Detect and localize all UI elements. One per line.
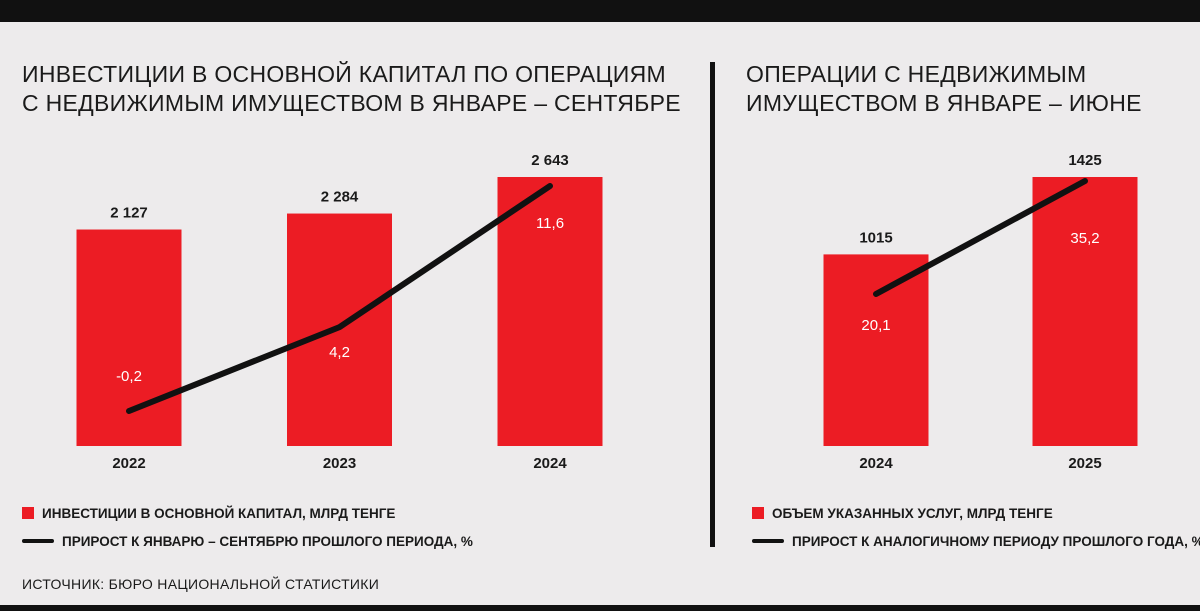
- bar: [1032, 177, 1138, 446]
- x-tick-label: 2023: [323, 455, 356, 472]
- bar-value-label: 2 127: [110, 205, 148, 222]
- line-value-label: -0,2: [116, 368, 142, 385]
- legend-bar-swatch: [22, 507, 34, 519]
- growth-line: [873, 178, 1088, 297]
- legend-line-swatch: [752, 539, 784, 543]
- x-tick-label: 2022: [112, 455, 145, 472]
- bar-value-label: 1425: [1068, 152, 1101, 169]
- legend-investments: ИНВЕСТИЦИИ В ОСНОВНОЙ КАПИТАЛ, МЛРД ТЕНГ…: [22, 504, 473, 560]
- legend-label: ПРИРОСТ К ЯНВАРЮ – СЕНТЯБРЮ ПРОШЛОГО ПЕР…: [62, 533, 473, 549]
- x-tick-label: 2024: [859, 455, 893, 472]
- bar-value-label: 2 643: [531, 152, 569, 169]
- line-value-label: 35,2: [1070, 230, 1099, 247]
- bar-value-label: 1015: [859, 229, 892, 246]
- bottom-bar: [0, 605, 1200, 611]
- chart-divider: [710, 62, 715, 547]
- legend-item-bar: ОБЪЕМ УКАЗАННЫХ УСЛУГ, МЛРД ТЕНГЕ: [752, 504, 1200, 522]
- top-bar: [0, 0, 1200, 22]
- x-tick-label: 2025: [1068, 455, 1101, 472]
- legend-label: ПРИРОСТ К АНАЛОГИЧНОМУ ПЕРИОДУ ПРОШЛОГО …: [792, 533, 1200, 549]
- legend-bar-swatch: [752, 507, 764, 519]
- x-tick-label: 2024: [533, 455, 567, 472]
- chart-title-investments: ИНВЕСТИЦИИ В ОСНОВНОЙ КАПИТАЛ ПО ОПЕРАЦИ…: [22, 60, 681, 118]
- legend-label: ОБЪЕМ УКАЗАННЫХ УСЛУГ, МЛРД ТЕНГЕ: [772, 505, 1053, 521]
- growth-line: [126, 183, 553, 414]
- line-value-label: 20,1: [861, 317, 890, 334]
- operations-chart: 1015 2024 1425 2025 20,1 35,2: [823, 152, 1138, 472]
- bar-value-label: 2 284: [321, 189, 359, 206]
- chart-title-line: ОПЕРАЦИИ С НЕДВИЖИМЫМ: [746, 61, 1087, 87]
- legend-line-swatch: [22, 539, 54, 543]
- investments-chart: 2 127 2022 2 284 2023 2 643 2024 -0,2 4,2 11,6: [76, 152, 603, 472]
- chart-title-line: С НЕДВИЖИМЫМ ИМУЩЕСТВОМ В ЯНВАРЕ – СЕНТЯ…: [22, 90, 681, 116]
- line-value-label: 11,6: [536, 215, 564, 232]
- legend-item-bar: ИНВЕСТИЦИИ В ОСНОВНОЙ КАПИТАЛ, МЛРД ТЕНГ…: [22, 504, 473, 522]
- source-note: ИСТОЧНИК: БЮРО НАЦИОНАЛЬНОЙ СТАТИСТИКИ: [22, 576, 380, 592]
- bar: [497, 177, 603, 446]
- chart-title-operations: ОПЕРАЦИИ С НЕДВИЖИМЫМ ИМУЩЕСТВОМ В ЯНВАР…: [746, 60, 1142, 118]
- legend-item-line: ПРИРОСТ К АНАЛОГИЧНОМУ ПЕРИОДУ ПРОШЛОГО …: [752, 532, 1200, 550]
- legend-item-line: ПРИРОСТ К ЯНВАРЮ – СЕНТЯБРЮ ПРОШЛОГО ПЕР…: [22, 532, 473, 550]
- legend-operations: ОБЪЕМ УКАЗАННЫХ УСЛУГ, МЛРД ТЕНГЕ ПРИРОС…: [752, 504, 1200, 560]
- chart-title-line: ИНВЕСТИЦИИ В ОСНОВНОЙ КАПИТАЛ ПО ОПЕРАЦИ…: [22, 61, 666, 87]
- legend-label: ИНВЕСТИЦИИ В ОСНОВНОЙ КАПИТАЛ, МЛРД ТЕНГ…: [42, 505, 396, 521]
- chart-title-line: ИМУЩЕСТВОМ В ЯНВАРЕ – ИЮНЕ: [746, 90, 1142, 116]
- bar: [823, 254, 929, 446]
- line-value-label: 4,2: [329, 344, 350, 361]
